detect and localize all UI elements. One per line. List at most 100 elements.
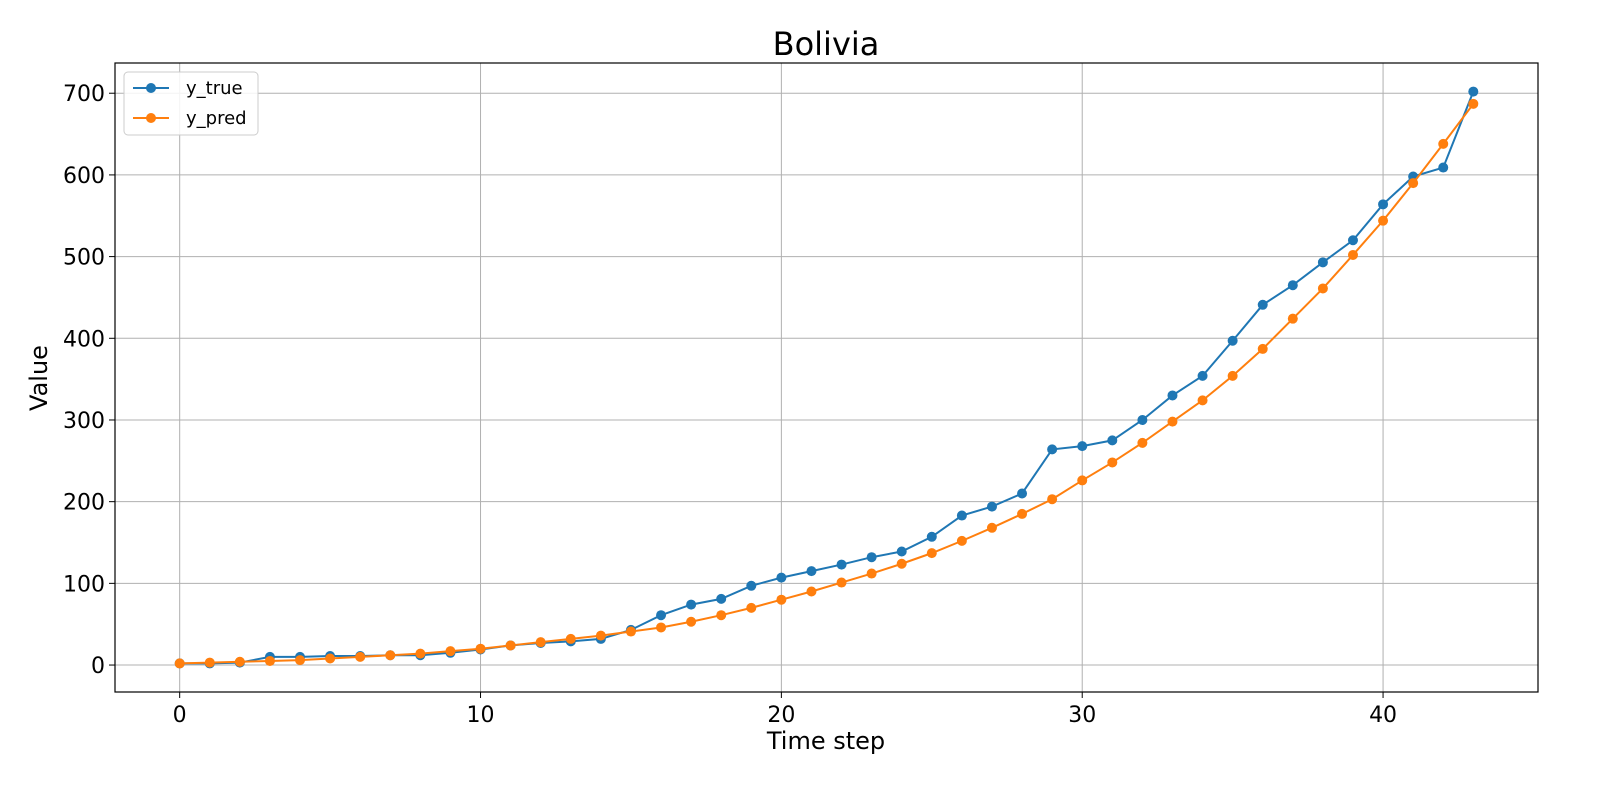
data-point-y-true bbox=[926, 531, 937, 542]
data-point-y-pred bbox=[1347, 249, 1358, 260]
data-point-y-pred bbox=[956, 535, 967, 546]
data-point-y-true bbox=[1137, 414, 1148, 425]
data-point-y-pred bbox=[174, 658, 185, 669]
data-point-y-true bbox=[686, 599, 697, 610]
legend-label-y-pred: y_pred bbox=[186, 108, 247, 129]
data-point-y-true bbox=[1197, 370, 1208, 381]
data-point-y-true bbox=[1257, 299, 1268, 310]
legend-label-y-true: y_true bbox=[186, 78, 243, 99]
data-point-y-pred bbox=[1317, 283, 1328, 294]
y-tick-label: 500 bbox=[63, 246, 105, 271]
series-line-y-pred bbox=[179, 103, 1475, 665]
x-tick-label: 40 bbox=[1369, 703, 1397, 728]
data-point-y-pred bbox=[1287, 313, 1298, 324]
x-axis-label: Time step bbox=[766, 727, 885, 755]
series-y-pred bbox=[174, 98, 1479, 669]
data-point-y-pred bbox=[716, 610, 727, 621]
data-point-y-pred bbox=[866, 568, 877, 579]
series-line-y-true bbox=[179, 91, 1475, 665]
data-point-y-true bbox=[866, 552, 877, 563]
data-point-y-pred bbox=[1227, 370, 1238, 381]
data-point-y-pred bbox=[746, 602, 757, 613]
data-point-y-true bbox=[776, 572, 787, 583]
data-point-y-pred bbox=[625, 626, 636, 637]
data-point-y-pred bbox=[505, 640, 516, 651]
data-point-y-pred bbox=[1107, 457, 1118, 468]
data-point-y-pred bbox=[986, 522, 997, 533]
data-point-y-pred bbox=[1167, 416, 1178, 427]
data-point-y-pred bbox=[806, 586, 817, 597]
data-point-y-true bbox=[1227, 335, 1238, 346]
legend-marker-y-true bbox=[146, 83, 156, 93]
data-point-y-true bbox=[1077, 441, 1088, 452]
data-point-y-true bbox=[806, 566, 817, 577]
data-point-y-pred bbox=[204, 657, 215, 668]
data-point-y-true bbox=[1317, 257, 1328, 268]
data-point-y-pred bbox=[686, 616, 697, 627]
data-point-y-true bbox=[1438, 162, 1449, 173]
data-point-y-true bbox=[986, 501, 997, 512]
data-point-y-pred bbox=[896, 558, 907, 569]
y-tick-label: 600 bbox=[63, 164, 105, 189]
data-point-y-pred bbox=[565, 633, 576, 644]
data-point-y-pred bbox=[1257, 343, 1268, 354]
y-tick-label: 700 bbox=[63, 82, 105, 107]
data-point-y-true bbox=[956, 510, 967, 521]
plot-frame bbox=[114, 62, 1539, 693]
data-point-y-true bbox=[1287, 280, 1298, 291]
y-tick-label: 400 bbox=[63, 327, 105, 352]
x-tick-label: 10 bbox=[467, 703, 495, 728]
data-point-y-pred bbox=[776, 594, 787, 605]
data-point-y-pred bbox=[1408, 178, 1419, 189]
data-point-y-true bbox=[1468, 86, 1479, 97]
x-tick-label: 30 bbox=[1068, 703, 1096, 728]
y-tick-label: 300 bbox=[63, 409, 105, 434]
data-point-y-true bbox=[1167, 390, 1178, 401]
data-point-y-pred bbox=[926, 548, 937, 559]
y-tick-label: 100 bbox=[63, 572, 105, 597]
data-point-y-pred bbox=[234, 656, 245, 667]
x-tick-label: 0 bbox=[173, 703, 187, 728]
data-point-y-pred bbox=[656, 622, 667, 633]
data-point-y-pred bbox=[1438, 138, 1449, 149]
data-point-y-pred bbox=[1077, 475, 1088, 486]
data-point-y-pred bbox=[445, 646, 456, 657]
x-tick-label: 20 bbox=[767, 703, 795, 728]
series-y-true bbox=[174, 86, 1479, 669]
data-point-y-true bbox=[1347, 235, 1358, 246]
data-point-y-true bbox=[1017, 488, 1028, 499]
data-point-y-pred bbox=[475, 643, 486, 654]
data-point-y-pred bbox=[264, 655, 275, 666]
series-layer bbox=[174, 86, 1479, 669]
data-point-y-pred bbox=[1017, 508, 1028, 519]
data-point-y-pred bbox=[325, 653, 336, 664]
data-point-y-pred bbox=[385, 650, 396, 661]
data-point-y-pred bbox=[836, 577, 847, 588]
data-point-y-pred bbox=[535, 637, 546, 648]
data-point-y-pred bbox=[595, 630, 606, 641]
data-point-y-true bbox=[836, 559, 847, 570]
data-point-y-pred bbox=[295, 655, 306, 666]
data-point-y-pred bbox=[1378, 215, 1389, 226]
data-point-y-pred bbox=[1137, 437, 1148, 448]
data-point-y-pred bbox=[1468, 98, 1479, 109]
data-point-y-pred bbox=[415, 648, 426, 659]
grid bbox=[115, 63, 1538, 692]
data-point-y-pred bbox=[1047, 494, 1058, 505]
data-point-y-true bbox=[746, 580, 757, 591]
legend-marker-y-pred bbox=[146, 113, 156, 123]
data-point-y-true bbox=[896, 546, 907, 557]
legend: y_true y_pred bbox=[123, 71, 259, 136]
chart-title: Bolivia bbox=[773, 25, 880, 63]
y-axis-label: Value bbox=[25, 345, 53, 411]
data-point-y-true bbox=[716, 593, 727, 604]
data-point-y-true bbox=[1107, 435, 1118, 446]
data-point-y-true bbox=[656, 610, 667, 621]
y-tick-label: 0 bbox=[91, 654, 105, 679]
data-point-y-pred bbox=[355, 651, 366, 662]
data-point-y-true bbox=[1047, 444, 1058, 455]
data-point-y-true bbox=[1378, 199, 1389, 210]
